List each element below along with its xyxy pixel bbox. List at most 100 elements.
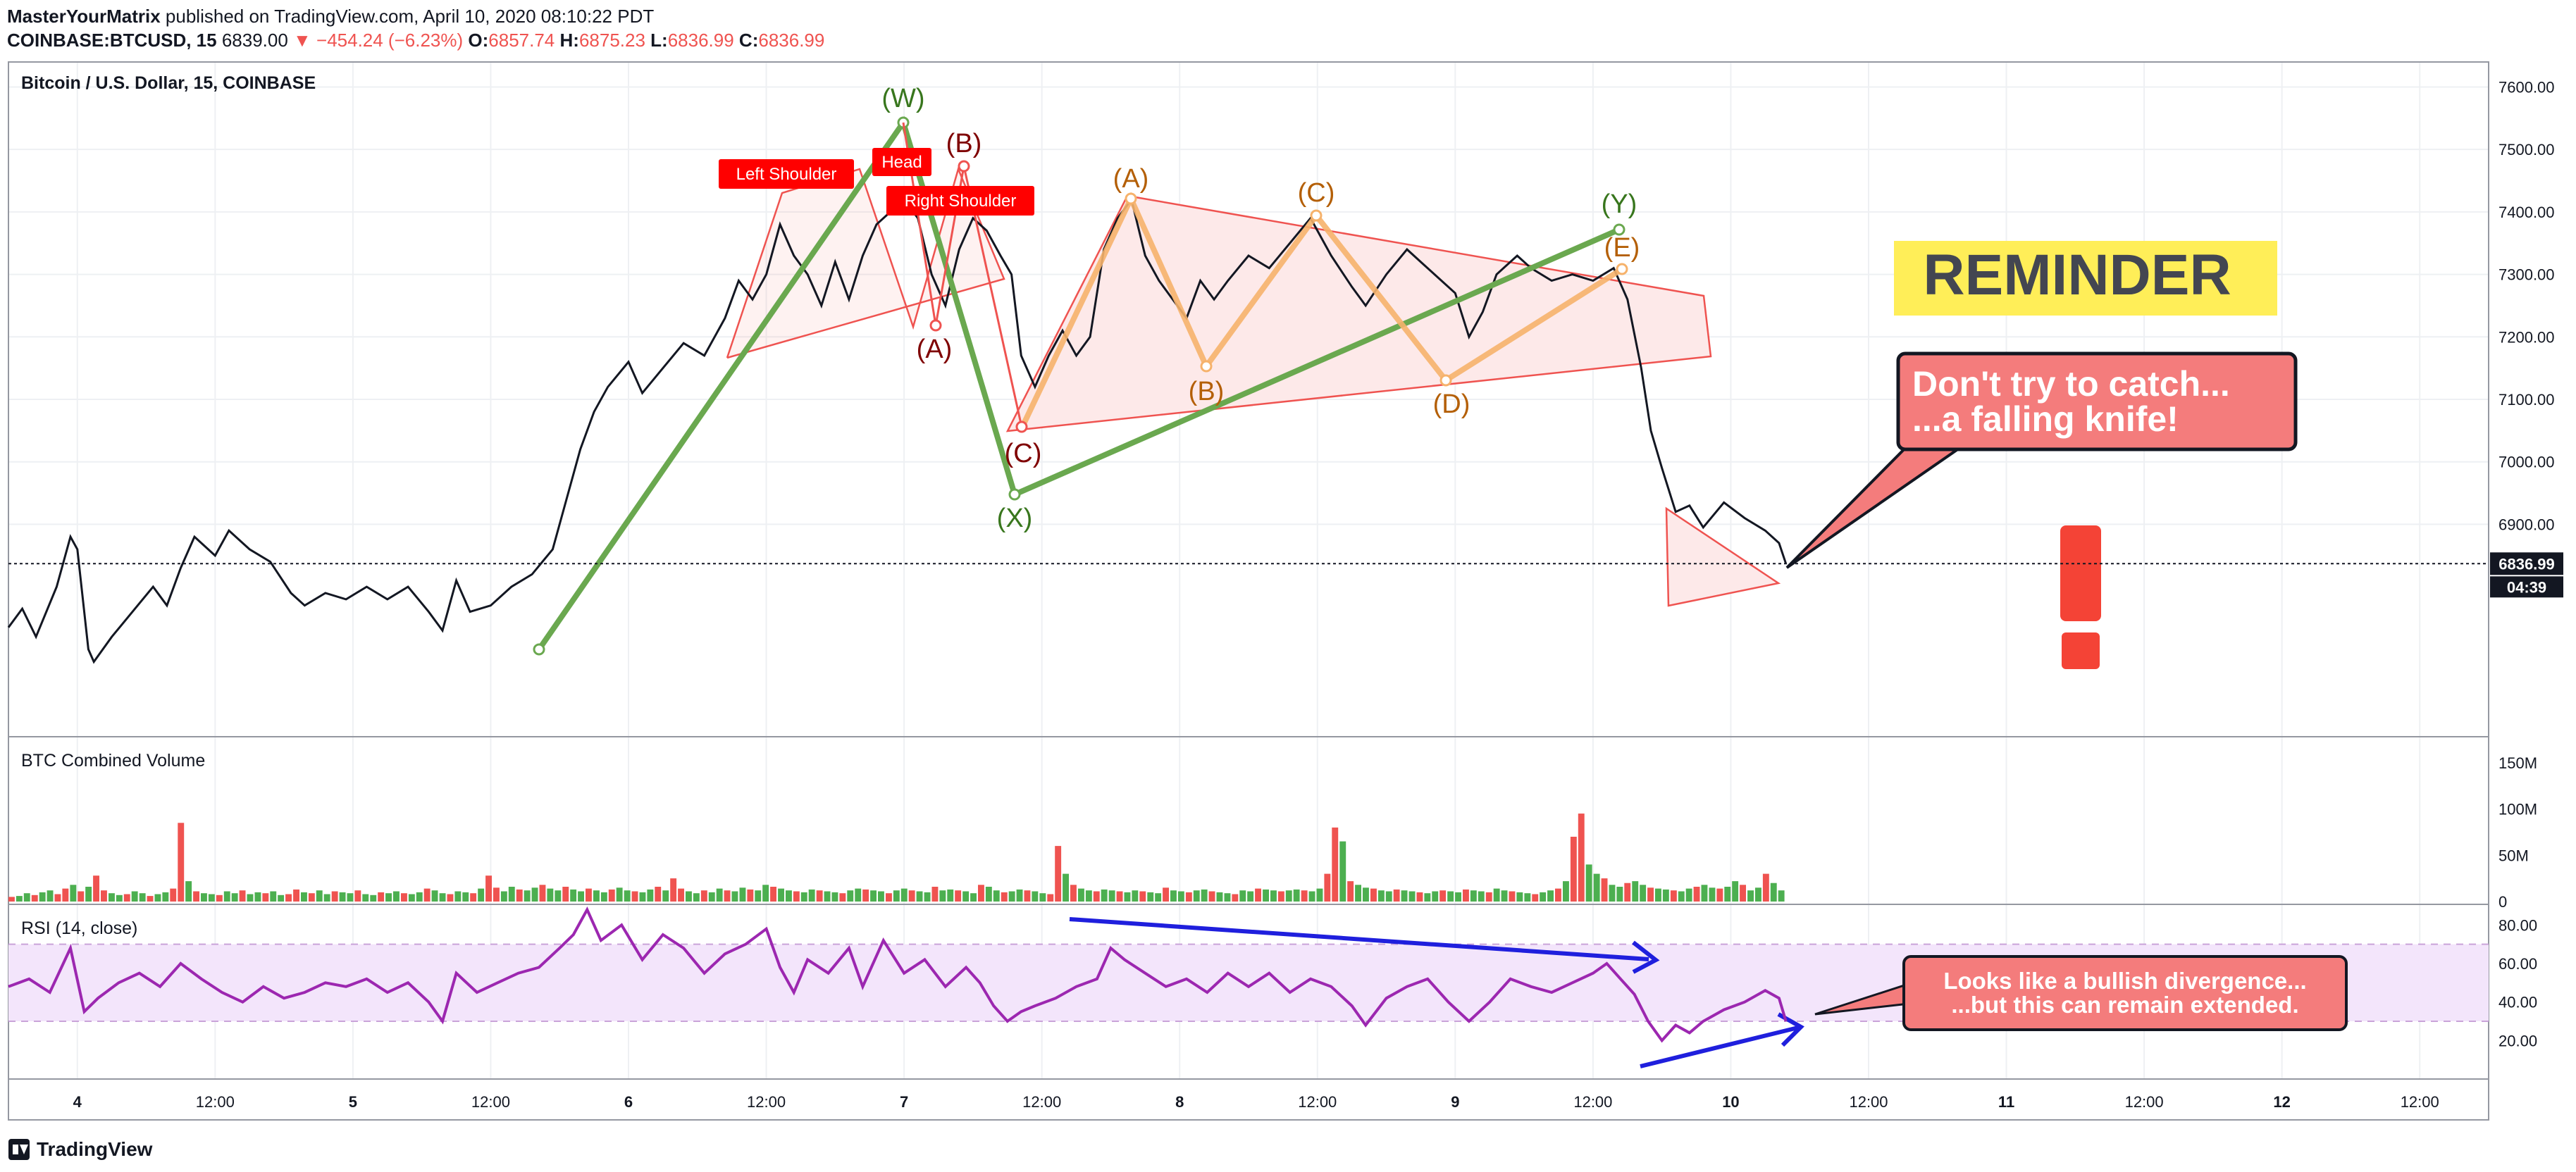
volume-bar <box>1647 887 1654 902</box>
volume-bar <box>1593 873 1600 902</box>
volume-bar <box>770 887 776 902</box>
volume-bar <box>1208 891 1215 902</box>
volume-bar <box>239 890 246 902</box>
volume-bar <box>1385 891 1392 902</box>
x-tick-label: 12:00 <box>2125 1093 2164 1111</box>
volume-bar <box>678 888 684 902</box>
volume-bar <box>470 893 477 902</box>
volume-bar <box>1509 891 1516 902</box>
divergence-callout-line2: ...but this can remain extended. <box>1951 992 2298 1018</box>
volume-bar <box>808 889 815 902</box>
volume-bar <box>639 892 646 902</box>
head-tag: Head <box>881 153 922 172</box>
volume-bar <box>1455 892 1461 902</box>
last-price: 6839.00 <box>221 30 288 51</box>
volume-bar <box>516 889 523 902</box>
rsi-divergence-line-bottom <box>1640 1025 1802 1068</box>
wave-point-y <box>1613 223 1626 236</box>
volume-bar <box>1624 883 1631 902</box>
volume-bar <box>62 888 69 902</box>
symmetrical-triangle-fill <box>1005 194 1712 432</box>
volume-bar <box>908 890 915 902</box>
volume-bar <box>116 894 123 902</box>
volume-bar <box>1093 891 1100 902</box>
volume-bar <box>1547 890 1554 902</box>
wave-label-e: (E) <box>1604 233 1640 263</box>
x-tick-label: 8 <box>1175 1093 1184 1111</box>
volume-bar <box>847 890 854 902</box>
low-label: L: <box>650 30 668 51</box>
wave-label-w: (W) <box>881 84 924 113</box>
volume-bar <box>824 891 831 902</box>
right-shoulder-tag-box <box>886 186 1034 216</box>
wave-point-x <box>1008 488 1021 501</box>
volume-bar <box>800 892 807 902</box>
volume-bar <box>1755 887 1761 902</box>
high-label: H: <box>559 30 579 51</box>
volume-bar <box>70 885 77 902</box>
volume-bar <box>447 894 454 902</box>
volume-bar <box>970 893 977 902</box>
volume-bar <box>716 888 723 902</box>
volume-bar <box>993 890 1000 902</box>
volume-bar <box>85 887 92 902</box>
volume-bar <box>786 890 792 902</box>
volume-bar <box>354 890 361 902</box>
volume-bar <box>878 891 884 902</box>
volume-bar <box>524 890 531 902</box>
right-shoulder-tag: Right Shoulder <box>905 192 1017 211</box>
knife-callout-box <box>1896 351 2298 451</box>
volume-bar <box>1524 893 1531 902</box>
volume-bar <box>1685 888 1692 902</box>
volume-bar <box>370 894 377 902</box>
rsi-arrow-head-top <box>1632 940 1660 974</box>
volume-bar <box>1732 881 1739 902</box>
volume-bar <box>1570 837 1577 902</box>
author-name[interactable]: MasterYourMatrix <box>7 6 161 27</box>
wave-point-red-a <box>929 319 942 332</box>
price-tick-label: 7100.00 <box>2498 391 2555 409</box>
volume-bar <box>839 893 846 902</box>
tradingview-brand: TradingView <box>37 1138 153 1160</box>
volume-bar <box>262 893 269 902</box>
volume-bar <box>301 892 307 902</box>
volume-bar <box>485 875 492 902</box>
volume-bar <box>731 891 738 902</box>
reminder-text: REMINDER <box>1923 243 2231 307</box>
reminder-box <box>1894 241 2277 316</box>
wave-point-e <box>1616 263 1628 275</box>
volume-bar <box>401 893 407 902</box>
tradingview-footer[interactable]: TradingView <box>8 1135 152 1164</box>
price-tick-label: 7000.00 <box>2498 454 2555 471</box>
volume-bar <box>1308 891 1315 902</box>
volume-bar <box>1616 887 1623 902</box>
volume-bar <box>285 894 292 902</box>
current-price-label: 6836.99 <box>2498 555 2555 573</box>
volume-bar <box>662 890 669 902</box>
ohlc-line: COINBASE:BTCUSD, 15 6839.00 ▼ −454.24 (−… <box>7 30 824 51</box>
volume-bar <box>1185 892 1192 902</box>
wave-point-start <box>533 643 545 656</box>
volume-bar <box>655 887 662 902</box>
volume-bar <box>1285 890 1292 902</box>
rsi-tick-label: 40.00 <box>2498 994 2537 1011</box>
volume-bar <box>1670 890 1677 902</box>
volume-bar <box>562 887 569 902</box>
wave-label-red-b: (B) <box>946 129 982 158</box>
volume-bar <box>185 881 192 902</box>
volume-bar <box>855 888 862 902</box>
volume-bar <box>1632 881 1639 902</box>
volume-bar <box>101 890 107 902</box>
volume-bar <box>416 892 423 902</box>
current-price-label-box <box>2490 552 2563 575</box>
volume-bar <box>1540 892 1547 902</box>
price-tick-label: 7600.00 <box>2498 78 2555 96</box>
volume-bar <box>1247 891 1254 902</box>
volume-bar <box>439 893 446 902</box>
volume-bar <box>347 893 354 902</box>
volume-bar <box>109 893 115 902</box>
volume-bar <box>762 885 769 902</box>
volume-bar <box>1478 891 1485 902</box>
volume-bar <box>1747 890 1754 902</box>
